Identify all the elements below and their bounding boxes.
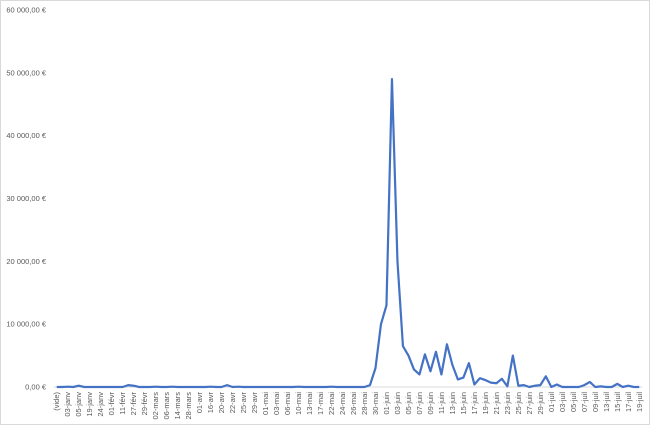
x-tick-label: 14-mars bbox=[173, 392, 182, 420]
y-tick-label: 0,00 € bbox=[25, 383, 47, 392]
x-tick-label: 29-juin bbox=[536, 392, 545, 415]
y-tick-label: 60 000,00 € bbox=[6, 6, 46, 15]
x-tick-label: 25-juin bbox=[514, 392, 523, 415]
y-tick-label: 20 000,00 € bbox=[6, 257, 46, 266]
x-tick-label: 28-mai bbox=[360, 392, 369, 415]
x-tick-label: 27-juin bbox=[525, 392, 534, 415]
x-tick-label: 22-avr bbox=[228, 392, 237, 414]
x-tick-label: 26-mai bbox=[349, 392, 358, 415]
x-tick-label: 19-janv bbox=[85, 392, 94, 417]
x-tick-label: 11-févr bbox=[118, 392, 127, 415]
x-tick-label: 22-mai bbox=[327, 392, 336, 415]
x-tick-label: 10-mai bbox=[294, 392, 303, 415]
x-tick-label: 13-mai bbox=[305, 392, 314, 415]
x-tick-label: 13-juin bbox=[448, 392, 457, 415]
x-tick-label: 05-janv bbox=[74, 392, 83, 417]
y-tick-label: 30 000,00 € bbox=[6, 194, 46, 203]
y-tick-label: 50 000,00 € bbox=[6, 68, 46, 77]
y-tick-label: 40 000,00 € bbox=[6, 131, 46, 140]
x-tick-label: 27-févr bbox=[129, 391, 138, 415]
x-tick-label: 02-mars bbox=[151, 392, 160, 420]
x-tick-label: (vide) bbox=[52, 392, 61, 411]
x-tick-label: 15-juin bbox=[459, 392, 468, 415]
x-tick-label: 17-juin bbox=[470, 392, 479, 415]
x-tick-label: 23-juin bbox=[503, 392, 512, 415]
x-tick-label: 15-juil bbox=[613, 392, 622, 412]
x-tick-label: 24-janv bbox=[96, 392, 105, 417]
x-tick-label: 17-juil bbox=[624, 392, 633, 412]
x-tick-label: 19-juin bbox=[481, 392, 490, 415]
x-tick-label: 07-juin bbox=[415, 392, 424, 415]
x-tick-label: 06-mars bbox=[162, 392, 171, 420]
x-tick-label: 01-juin bbox=[382, 392, 391, 415]
x-tick-label: 13-juil bbox=[602, 392, 611, 412]
data-line bbox=[56, 78, 640, 389]
x-tick-label: 05-juil bbox=[569, 392, 578, 412]
x-tick-label: 09-juin bbox=[426, 392, 435, 415]
x-tick-label: 17-mai bbox=[316, 392, 325, 415]
x-tick-label: 29-avr bbox=[250, 392, 259, 414]
x-tick-label: 30-mai bbox=[371, 392, 380, 415]
x-tick-label: 03-janv bbox=[63, 392, 72, 417]
x-tick-label: 01-févr bbox=[107, 391, 116, 415]
x-tick-label: 01-avr bbox=[195, 392, 204, 414]
x-tick-label: 09-juil bbox=[591, 392, 600, 412]
x-tick-label: 16-avr bbox=[206, 392, 215, 414]
x-tick-label: 03-juil bbox=[558, 392, 567, 412]
x-tick-label: 19-juil bbox=[635, 392, 644, 412]
x-tick-label: 06-mai bbox=[283, 392, 292, 415]
x-tick-label: 21-juin bbox=[492, 392, 501, 415]
x-tick-label: 05-juin bbox=[404, 392, 413, 415]
x-tick-label: 03-mai bbox=[272, 392, 281, 415]
x-tick-label: 07-juil bbox=[580, 392, 589, 412]
x-tick-label: 20-avr bbox=[217, 392, 226, 414]
x-tick-label: 01-juil bbox=[547, 392, 556, 412]
x-tick-label: 11-juin bbox=[437, 392, 446, 414]
x-tick-label: 25-avr bbox=[239, 392, 248, 414]
y-tick-label: 10 000,00 € bbox=[6, 320, 46, 329]
x-tick-label: 01-mai bbox=[261, 392, 270, 415]
x-tick-label: 28-mars bbox=[184, 392, 193, 420]
x-tick-label: 03-juin bbox=[393, 392, 402, 415]
x-tick-label: 29-févr bbox=[140, 391, 149, 415]
x-tick-label: 24-mai bbox=[338, 392, 347, 415]
